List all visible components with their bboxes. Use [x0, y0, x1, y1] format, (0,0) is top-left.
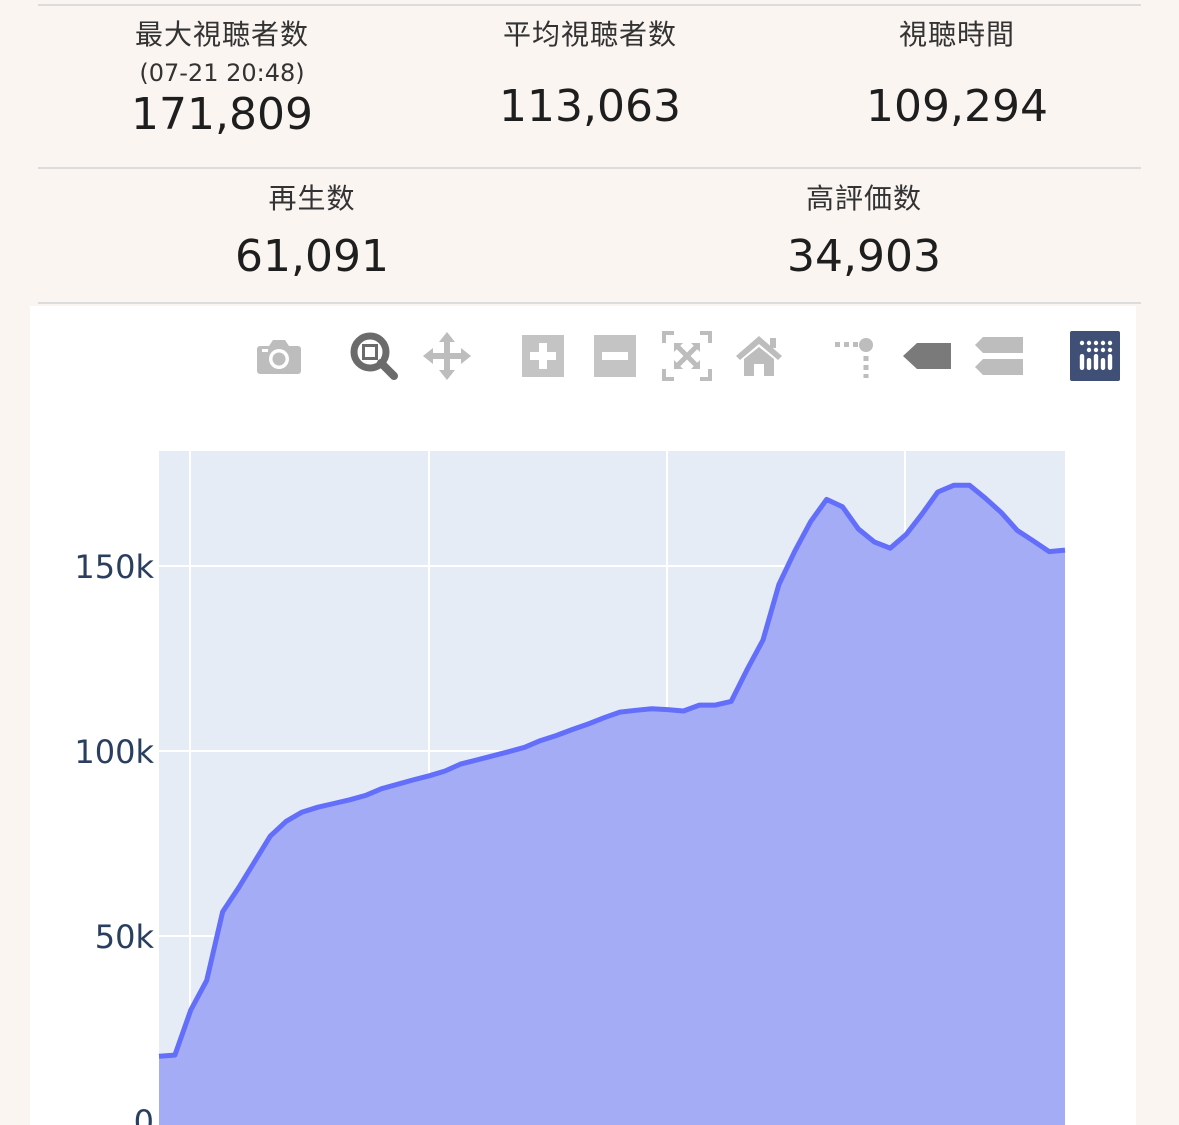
series-area-fill — [159, 485, 1065, 1125]
pan-icon — [423, 332, 471, 380]
plotly-logo-icon — [1070, 331, 1120, 381]
chart-modebar — [0, 330, 1179, 386]
stat-like-count: 高評価数 34,903 — [742, 182, 986, 284]
stat-value: 171,809 — [131, 89, 313, 140]
divider-top — [38, 4, 1141, 6]
stat-value: 109,294 — [866, 81, 1048, 132]
stat-timestamp: (07-21 20:48) — [139, 59, 305, 87]
stat-play-count: 再生数 61,091 — [190, 182, 434, 284]
divider-bottom — [38, 302, 1141, 304]
pan-button[interactable] — [421, 330, 473, 382]
y-axis-ticks: 0 50k 100k 150k — [74, 548, 154, 1125]
stat-label: 視聴時間 — [898, 18, 1015, 51]
y-tick-label: 150k — [74, 548, 154, 586]
autoscale-button[interactable] — [661, 330, 713, 382]
y-tick-label: 100k — [74, 733, 154, 771]
zoom-button[interactable] — [348, 330, 400, 382]
hover-closest-icon — [903, 343, 951, 369]
spikelines-icon — [835, 338, 873, 378]
series-line[interactable] — [158, 482, 1066, 1059]
autoscale-icon — [662, 331, 712, 381]
viewers-area-chart[interactable]: 0 50k 100k 150k — [0, 420, 1179, 1125]
toggle-spike-lines-button[interactable] — [829, 330, 881, 382]
home-icon — [736, 336, 782, 376]
zoom-in-icon — [522, 335, 564, 377]
zoom-icon — [350, 332, 398, 380]
hover-compare-icon — [975, 337, 1023, 375]
download-plot-button[interactable] — [253, 330, 305, 382]
zoom-out-icon — [594, 335, 636, 377]
stat-value: 61,091 — [235, 231, 389, 282]
hover-closest-button[interactable] — [901, 330, 953, 382]
stat-label: 最大視聴者数 — [134, 18, 309, 51]
camera-icon — [257, 340, 301, 374]
divider-middle — [38, 167, 1141, 169]
reset-axes-button[interactable] — [733, 330, 785, 382]
plotly-logo[interactable] — [1069, 330, 1121, 382]
stat-value: 113,063 — [499, 81, 681, 132]
zoom-in-button[interactable] — [517, 330, 569, 382]
stat-avg-viewers: 平均視聴者数 113,063 — [468, 18, 712, 134]
stat-watch-time: 視聴時間 109,294 — [835, 18, 1079, 134]
stat-max-viewers: 最大視聴者数 (07-21 20:48) 171,809 — [100, 18, 344, 142]
hover-compare-button[interactable] — [973, 330, 1025, 382]
zoom-out-button[interactable] — [589, 330, 641, 382]
stat-label: 高評価数 — [805, 182, 922, 215]
y-tick-label: 0 — [134, 1103, 154, 1125]
stat-label: 再生数 — [268, 182, 356, 215]
stat-label: 平均視聴者数 — [502, 18, 677, 51]
y-tick-label: 50k — [95, 918, 155, 956]
stat-value: 34,903 — [787, 231, 941, 282]
